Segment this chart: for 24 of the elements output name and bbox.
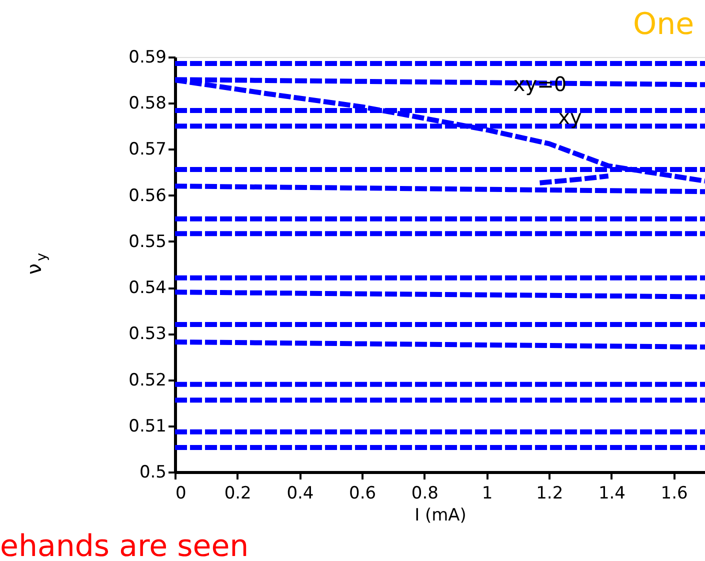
y-tick-label: 0.56 [128,186,166,206]
x-axis-title: I (mA) [414,506,466,526]
y-tick-label: 0.51 [128,416,166,436]
text: One [633,7,694,42]
y-tick-label: 0.58 [128,94,166,114]
x-tick-label: 0.8 [411,484,438,504]
x-tick-label: 1.4 [598,484,626,504]
x-tick-label: 0 [176,484,186,504]
x-tick-label: 0.2 [224,484,252,504]
y-tick-label: 0.5 [139,462,166,482]
y-tick-label: 0.55 [128,232,166,252]
x-tick-label: 0.6 [349,484,376,504]
x-tick-label: 1 [482,484,493,504]
y-tick-label: 0.57 [128,140,166,160]
y-tick-label: 0.52 [128,370,166,390]
x-tick-label: 0.4 [286,484,314,504]
x-tick-label: 1.2 [536,484,564,504]
y-tick-label: 0.53 [128,324,166,344]
y-tick-label: 0.54 [128,278,166,298]
y-axis-title: νy [22,252,50,275]
annotation: xy [558,105,582,129]
text: ehands are seen [0,529,249,561]
y-tick-label: 0.59 [128,48,166,68]
x-tick-label: 1.6 [660,484,688,504]
